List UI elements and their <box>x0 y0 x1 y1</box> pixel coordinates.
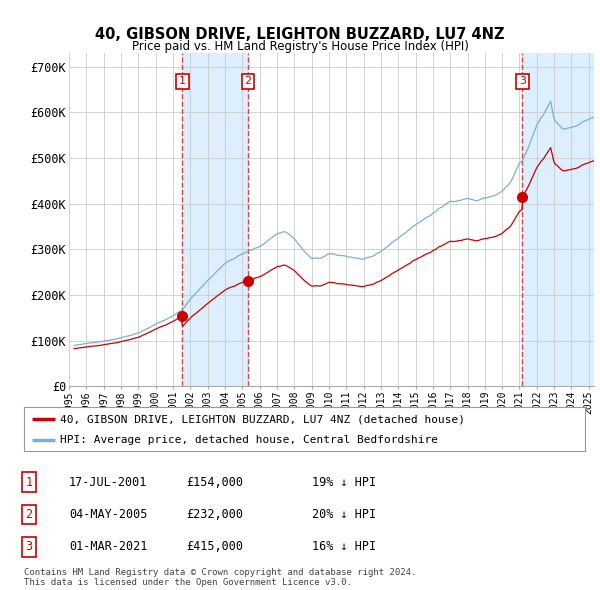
Text: 2: 2 <box>25 508 32 521</box>
Text: £232,000: £232,000 <box>186 508 243 521</box>
Text: 01-MAR-2021: 01-MAR-2021 <box>69 540 148 553</box>
Text: 3: 3 <box>519 77 526 86</box>
Text: 19% ↓ HPI: 19% ↓ HPI <box>312 476 376 489</box>
Text: 20% ↓ HPI: 20% ↓ HPI <box>312 508 376 521</box>
Text: 04-MAY-2005: 04-MAY-2005 <box>69 508 148 521</box>
Text: 17-JUL-2001: 17-JUL-2001 <box>69 476 148 489</box>
Bar <box>586 53 594 386</box>
Bar <box>523 53 594 386</box>
Text: 40, GIBSON DRIVE, LEIGHTON BUZZARD, LU7 4NZ: 40, GIBSON DRIVE, LEIGHTON BUZZARD, LU7 … <box>95 27 505 42</box>
Text: 1: 1 <box>179 77 186 86</box>
Text: Price paid vs. HM Land Registry's House Price Index (HPI): Price paid vs. HM Land Registry's House … <box>131 40 469 53</box>
Text: 1: 1 <box>25 476 32 489</box>
Text: 16% ↓ HPI: 16% ↓ HPI <box>312 540 376 553</box>
Text: 40, GIBSON DRIVE, LEIGHTON BUZZARD, LU7 4NZ (detached house): 40, GIBSON DRIVE, LEIGHTON BUZZARD, LU7 … <box>61 415 466 424</box>
Text: £154,000: £154,000 <box>186 476 243 489</box>
Text: 3: 3 <box>25 540 32 553</box>
Text: 2: 2 <box>245 77 252 86</box>
Text: £415,000: £415,000 <box>186 540 243 553</box>
Bar <box>182 53 248 386</box>
Text: Contains HM Land Registry data © Crown copyright and database right 2024.
This d: Contains HM Land Registry data © Crown c… <box>24 568 416 587</box>
Text: HPI: Average price, detached house, Central Bedfordshire: HPI: Average price, detached house, Cent… <box>61 435 439 445</box>
